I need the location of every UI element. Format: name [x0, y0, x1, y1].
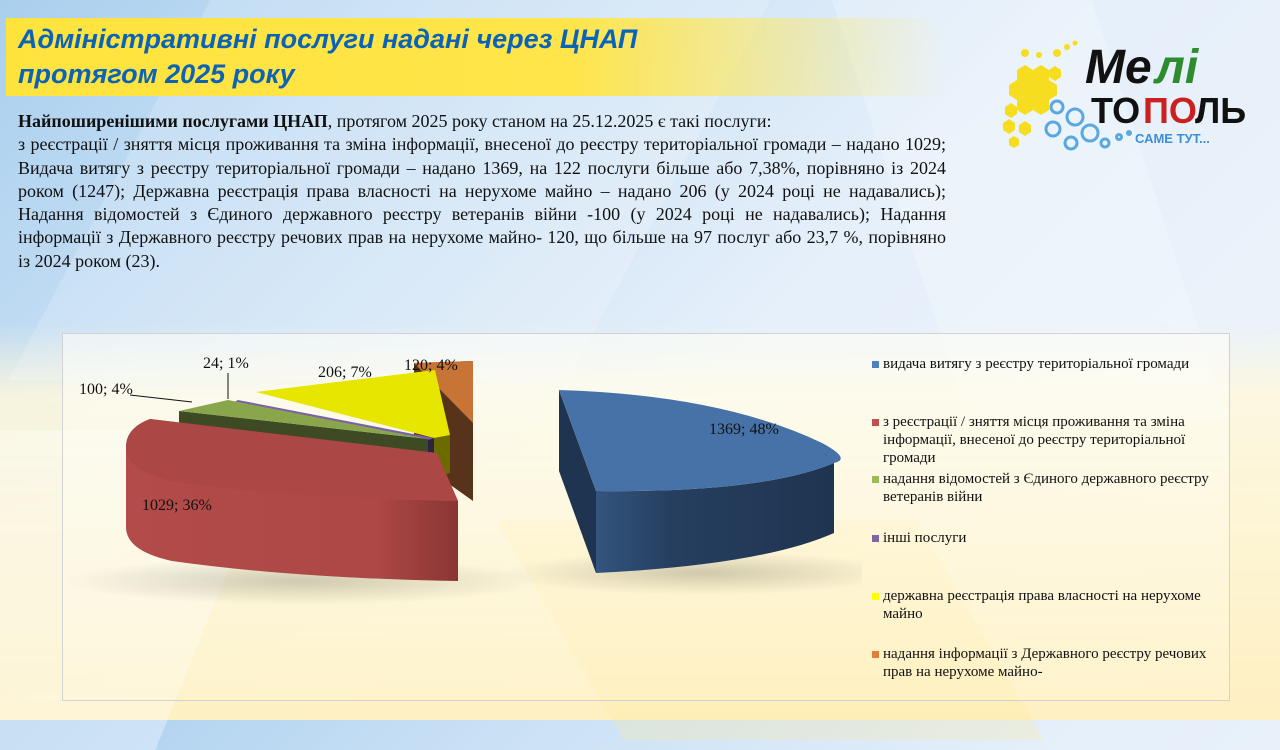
legend-label: надання інформації з Державного реєстру … [883, 646, 1207, 680]
data-label-red: 1029; 36% [142, 497, 212, 514]
data-label-orange: 120; 4% [404, 357, 458, 374]
data-label-purple: 24; 1% [203, 355, 249, 372]
legend-label: видача витягу з реєстру територіальної г… [883, 356, 1190, 372]
logo-text-mel: Ме [1085, 41, 1152, 94]
slide-title: Адміністративні послуги надані через ЦНА… [18, 22, 637, 92]
legend-swatch-yellow [872, 593, 879, 600]
data-label-green: 100; 4% [79, 381, 133, 398]
pie-slice-red [126, 419, 458, 581]
legend-label: інші послуги [883, 530, 967, 546]
slide-title-line2: протягом 2025 року [18, 59, 295, 89]
leader-line [129, 394, 193, 403]
legend-swatch-green [872, 476, 879, 483]
logo-tagline: САМЕ ТУТ... [1135, 131, 1210, 146]
intro-lead-bold: Найпоширенішими послугами ЦНАП [18, 111, 328, 131]
legend-item: з реєстрації / зняття місця проживання т… [872, 413, 1213, 467]
legend-item: інші послуги [872, 529, 1213, 547]
honeycomb-icon [1003, 40, 1078, 148]
legend-swatch-orange [872, 651, 879, 658]
legend-label: з реєстрації / зняття місця проживання т… [883, 414, 1186, 466]
intro-lead-rest: , протягом 2025 року станом на 25.12.202… [327, 111, 772, 131]
legend-item: надання відомостей з Єдиного державного … [872, 470, 1213, 506]
data-label-blue: 1369; 48% [709, 421, 779, 438]
logo-text-to: ТО [1091, 90, 1140, 131]
gears-icon [1044, 99, 1132, 151]
melitopol-logo: Ме лі ТО ПО ЛЬ САМЕ ТУТ... [1003, 40, 1246, 151]
intro-text: Найпоширенішими послугами ЦНАП, протягом… [18, 110, 946, 273]
logo-text-li: лі [1153, 41, 1200, 94]
legend-swatch-blue [872, 361, 879, 368]
slide-title-line1: Адміністративні послуги надані через ЦНА… [18, 24, 638, 54]
legend-item: видача витягу з реєстру територіальної г… [872, 355, 1213, 373]
data-label-yellow: 206; 7% [318, 364, 372, 381]
title-band [6, 18, 946, 96]
pie-slice-blue [559, 390, 841, 573]
legend-label: надання відомостей з Єдиного державного … [883, 471, 1209, 505]
legend-label: державна реєстрація права власності на н… [883, 588, 1201, 622]
logo-text-l: ЛЬ [1195, 90, 1246, 131]
legend-item: надання інформації з Державного реєстру … [872, 645, 1213, 681]
logo-text-po: ПО [1143, 90, 1197, 131]
legend-item: державна реєстрація права власності на н… [872, 587, 1213, 623]
pie-chart [62, 361, 862, 605]
legend-swatch-purple [872, 535, 879, 542]
intro-body: з реєстрації / зняття місця проживання т… [18, 134, 946, 271]
legend-swatch-red [872, 419, 879, 426]
